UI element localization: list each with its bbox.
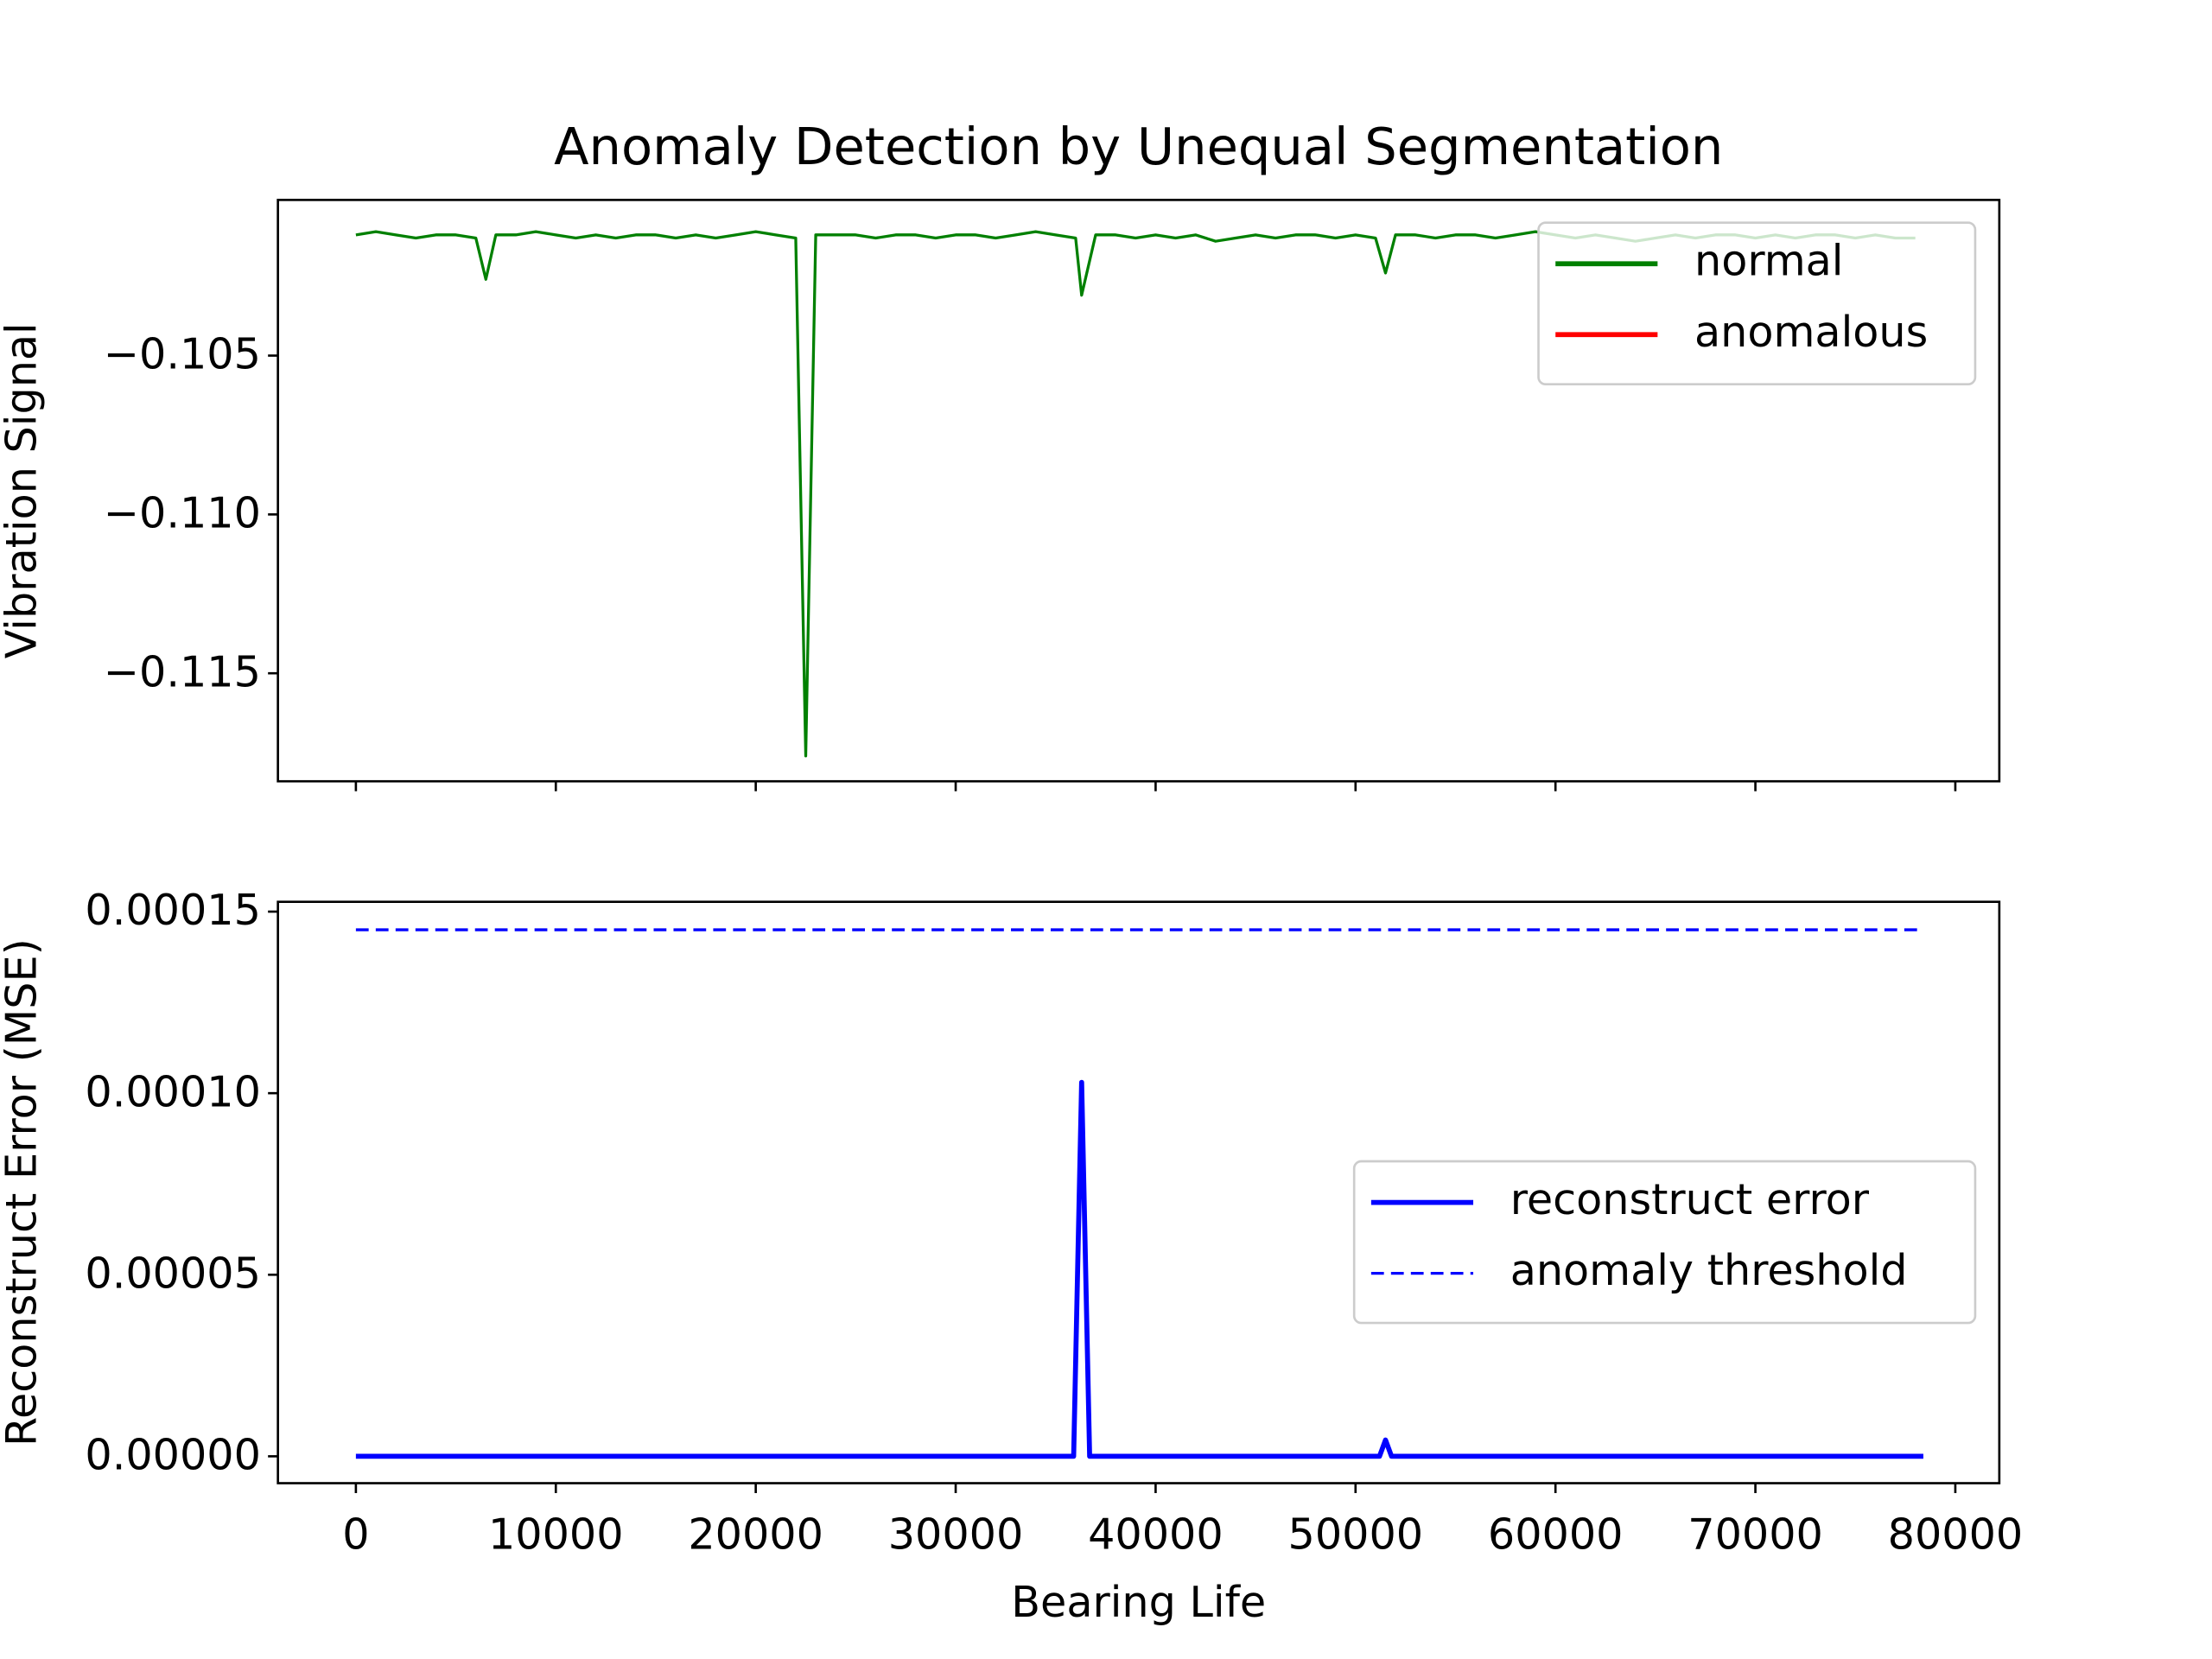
x-tick-label: 10000	[488, 1509, 624, 1559]
axes-frame	[276, 199, 2001, 783]
y-axis-label: Vibration Signal	[0, 322, 46, 658]
y-tick-label: 0.00015	[85, 885, 261, 935]
y-tick-label: −0.105	[104, 329, 261, 379]
x-tick-label: 40000	[1088, 1509, 1224, 1559]
data-line	[355, 1079, 1923, 1459]
x-axis-label: Bearing Life	[1011, 1577, 1266, 1627]
y-tick-label: 0.00005	[85, 1248, 261, 1298]
legend-box	[1352, 1160, 1977, 1325]
legend-label: reconstruct error	[1510, 1174, 1870, 1224]
legend-label: normal	[1694, 236, 1843, 286]
y-tick-label: −0.110	[104, 488, 261, 538]
x-tick-label: 60000	[1488, 1509, 1624, 1559]
y-axis-label: Reconstruct Error (MSE)	[0, 938, 46, 1446]
x-tick-label: 20000	[688, 1509, 823, 1559]
chart-title: Anomaly Detection by Unequal Segmentatio…	[554, 117, 1723, 176]
legend-label: anomalous	[1694, 307, 1928, 357]
legend-label: anomaly threshold	[1510, 1245, 1908, 1295]
y-tick-label: 0.00000	[85, 1430, 261, 1480]
x-tick-label: 50000	[1288, 1509, 1424, 1559]
x-tick-label: 30000	[888, 1509, 1024, 1559]
y-tick-label: 0.00010	[85, 1066, 261, 1116]
x-tick-label: 0	[342, 1509, 369, 1559]
x-tick-label: 70000	[1688, 1509, 1823, 1559]
axes-frame	[276, 900, 2001, 1484]
x-tick-label: 80000	[1888, 1509, 2024, 1559]
y-tick-label: −0.115	[104, 646, 261, 696]
